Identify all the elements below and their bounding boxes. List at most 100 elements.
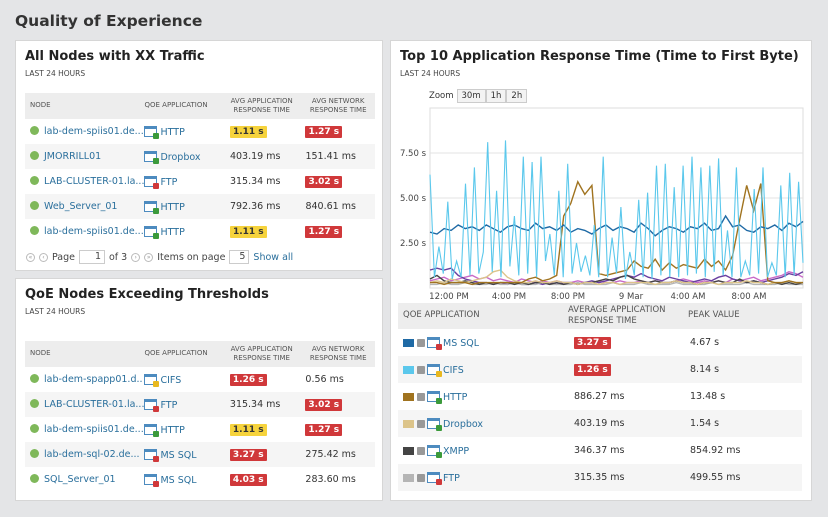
node-link[interactable]: lab-dem-spiis01.de... — [44, 424, 144, 435]
application-link[interactable]: HTTP — [160, 126, 185, 138]
application-link[interactable]: XMPP — [443, 445, 470, 457]
application-link[interactable]: Dropbox — [160, 151, 201, 163]
table-row: HTTP 886.27 ms 13.48 s — [398, 383, 802, 410]
series-line-cifs — [429, 140, 804, 280]
y-tick-label: 7.50 s — [400, 149, 427, 159]
application-link[interactable]: HTTP — [160, 201, 185, 213]
app-response-time: 792.36 ms — [229, 201, 281, 212]
node-link[interactable]: lab-dem-spiis01.de... — [44, 226, 144, 237]
node-link[interactable]: lab-dem-spiis01.de... — [44, 126, 144, 137]
network-response-time: 1.27 s — [305, 225, 343, 238]
application-link[interactable]: MS SQL — [443, 337, 480, 349]
next-page-icon[interactable]: › — [131, 252, 141, 262]
node-link[interactable]: lab-dem-spapp01.d.. — [44, 374, 143, 385]
y-tick-label: 2.50 s — [400, 239, 427, 249]
application-link[interactable]: FTP — [443, 472, 460, 484]
column-header[interactable]: AVG NETWORK RESPONSE TIME — [301, 341, 375, 367]
column-header[interactable]: PEAK VALUE — [688, 303, 802, 329]
zoom-30m-button[interactable]: 30m — [456, 89, 486, 103]
node-link[interactable]: SQL_Server_01 — [44, 474, 116, 485]
status-icon — [436, 343, 442, 350]
column-header[interactable]: QOE APPLICATION — [398, 303, 568, 329]
application-icon — [427, 471, 442, 485]
application-link[interactable]: HTTP — [160, 226, 185, 238]
network-response-time: 840.61 ms — [305, 201, 356, 212]
column-header[interactable]: AVG NETWORK RESPONSE TIME — [301, 93, 375, 119]
show-all-link[interactable]: Show all — [253, 251, 294, 263]
avg-response-time: 315.35 ms — [574, 472, 625, 483]
peak-value: 13.48 s — [690, 391, 726, 402]
application-link[interactable]: MS SQL — [160, 474, 197, 486]
application-link[interactable]: HTTP — [160, 424, 185, 436]
application-link[interactable]: MS SQL — [160, 449, 197, 461]
application-icon — [427, 336, 442, 350]
application-link[interactable]: CIFS — [160, 374, 182, 386]
column-header[interactable]: AVERAGE APPLICATION RESPONSE TIME — [568, 303, 688, 329]
column-header[interactable]: AVG APPLICATION RESPONSE TIME — [221, 341, 302, 367]
application-link[interactable]: HTTP — [443, 391, 468, 403]
page-input[interactable]: 1 — [79, 250, 105, 264]
column-header[interactable]: NODE — [25, 93, 145, 119]
panel-title: QoE Nodes Exceeding Thresholds — [25, 287, 269, 302]
node-link[interactable]: lab-dem-sql-02.de... — [44, 449, 140, 460]
page-count: of 3 — [109, 251, 128, 263]
zoom-1h-button[interactable]: 1h — [485, 89, 507, 103]
network-response-time: 1.27 s — [305, 125, 343, 138]
column-header[interactable]: AVG APPLICATION RESPONSE TIME — [221, 93, 302, 119]
table-row: JMORRILL01 Dropbox 403.19 ms 151.41 ms — [25, 144, 375, 169]
application-link[interactable]: FTP — [160, 176, 178, 188]
peak-value: 1.54 s — [688, 410, 802, 437]
status-icon — [153, 207, 160, 214]
zoom-2h-button[interactable]: 2h — [506, 89, 528, 103]
node-status-icon — [30, 176, 39, 185]
prev-page-icon[interactable]: ‹ — [39, 252, 48, 262]
application-link[interactable]: Dropbox — [443, 418, 484, 430]
series-checkbox[interactable] — [417, 365, 425, 374]
app-response-time: 4.03 s — [229, 473, 267, 486]
column-header[interactable]: QOE APPLICATION — [144, 341, 222, 367]
x-tick-label: 4:00 PM — [492, 292, 526, 302]
application-icon — [427, 363, 442, 377]
series-checkbox[interactable] — [417, 338, 425, 347]
application-link[interactable]: CIFS — [443, 364, 464, 376]
status-icon — [436, 451, 442, 458]
column-header[interactable]: QOE APPLICATION — [144, 93, 222, 119]
x-tick-label: 8:00 PM — [551, 292, 585, 302]
node-status-icon — [30, 126, 39, 135]
all-nodes-table: NODE QOE APPLICATION AVG APPLICATION RESPO… — [25, 93, 375, 244]
first-page-icon[interactable]: « — [26, 252, 35, 262]
series-color-swatch — [403, 338, 414, 347]
series-checkbox[interactable] — [417, 446, 425, 455]
series-color-swatch — [403, 365, 414, 374]
zoom-label: Zoom — [429, 91, 454, 101]
qoe-exceeding-panel: QoE Nodes Exceeding Thresholds LAST 24 H… — [15, 278, 383, 501]
header-row: NODE QOE APPLICATION AVG APPLICATION RESPO… — [25, 93, 375, 119]
status-icon — [153, 232, 160, 239]
avg-response-time: 1.26 s — [574, 363, 611, 376]
response-time-chart[interactable]: 2.50 s 5.00 s 7.50 s 12:00 PM 4:00 PM 8:00 PM… — [391, 103, 811, 318]
series-line-ms-sql — [429, 214, 804, 237]
status-icon — [153, 480, 160, 487]
network-response-time: 0.56 ms — [305, 374, 344, 385]
status-icon — [436, 397, 442, 404]
status-icon — [153, 157, 160, 164]
table-row: MS SQL 3.27 s 4.67 s — [398, 329, 802, 356]
node-link[interactable]: Web_Server_01 — [44, 201, 118, 212]
table-row: Web_Server_01 HTTP 792.36 ms 840.61 ms — [25, 194, 375, 219]
last-page-icon[interactable]: » — [144, 252, 154, 262]
node-link[interactable]: LAB-CLUSTER-01.la... — [44, 176, 145, 187]
series-checkbox[interactable] — [417, 392, 425, 401]
application-link[interactable]: FTP — [160, 399, 178, 411]
avg-response-time: 3.27 s — [574, 336, 611, 349]
exceeding-table: NODE QOE APPLICATION AVG APPLICATION RESPO… — [25, 341, 375, 492]
application-icon — [144, 150, 160, 164]
panel-title: Top 10 Application Response Time (Time t… — [400, 49, 799, 64]
series-checkbox[interactable] — [417, 419, 425, 428]
header-row: NODE QOE APPLICATION AVG APPLICATION RESPO… — [25, 341, 375, 367]
series-checkbox[interactable] — [417, 473, 425, 482]
node-link[interactable]: JMORRILL01 — [44, 151, 102, 162]
items-per-page-input[interactable]: 5 — [229, 250, 250, 264]
table-row: lab-dem-sql-02.de... MS SQL 3.27 s 275.42 … — [25, 442, 375, 467]
column-header[interactable]: NODE — [25, 341, 145, 367]
node-link[interactable]: LAB-CLUSTER-01.la... — [44, 399, 145, 410]
